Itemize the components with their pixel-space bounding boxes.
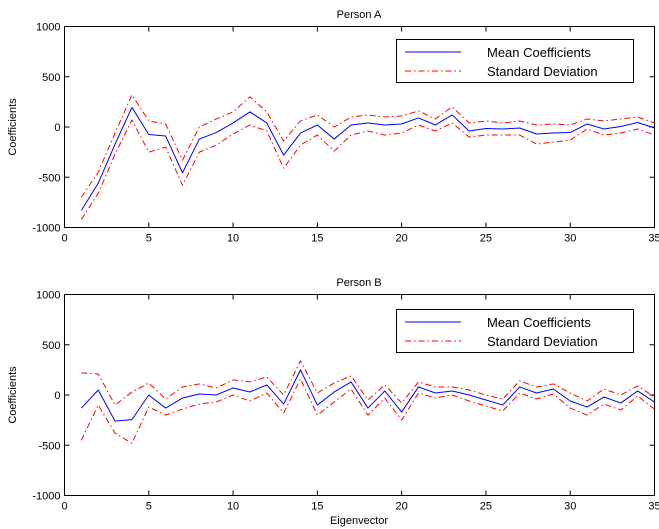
x-tick-label: 15 [311,233,323,245]
x-tick-label: 10 [227,233,239,245]
y-tick-label: -500 [38,172,60,184]
x-tick-label: 15 [311,501,323,513]
series-lines [80,360,655,444]
legend-label-mean-coefficients: Mean Coefficients [487,315,591,330]
y-axis-label: Coefficients [7,366,19,424]
y-tick-label: 1000 [36,290,60,302]
x-tick-label: 30 [564,233,576,245]
x-tick-label: 25 [480,501,492,513]
y-tick-label: -500 [38,440,60,452]
chart-title: Person A [337,9,382,21]
series-line-std-upper [80,94,655,198]
x-tick-label: 5 [146,501,152,513]
x-axis-label: Eigenvector [330,515,388,527]
x-axis-ticks: 0 5 10 15 20 25 30 35 [61,294,659,513]
legend-box [396,309,634,353]
chart-person-b: Person B Coefficients Eigenvector 0 5 10 15… [7,277,659,527]
legend-label-standard-deviation: Standard Deviation [487,334,598,349]
x-tick-label: 5 [146,233,152,245]
series-line-std-lower [80,378,655,444]
x-tick-label: 0 [61,233,67,245]
y-tick-label: 0 [54,390,60,402]
series-line-std-lower [80,119,655,220]
legend: Mean Coefficients Standard Deviation [396,309,634,353]
legend-box [396,39,634,83]
y-tick-label: 1000 [36,22,60,34]
x-axis-ticks: 0 5 10 15 20 25 30 35 [61,26,659,245]
y-tick-label: 500 [42,340,60,352]
chart-title: Person B [336,277,381,289]
legend-label-mean-coefficients: Mean Coefficients [487,45,591,60]
series-line-std-upper [81,360,655,406]
legend-label-standard-deviation: Standard Deviation [487,64,598,79]
series-lines [80,94,655,220]
x-tick-label: 20 [396,233,408,245]
x-tick-label: 0 [61,501,67,513]
x-tick-label: 30 [564,501,576,513]
y-axis-ticks: -1000 -500 0 500 1000 [32,290,655,503]
chart-person-a: Person A Coefficients 0 5 10 15 20 25 30 35 -10… [7,9,659,245]
x-tick-label: 25 [480,233,492,245]
y-tick-label: 500 [42,72,60,84]
y-axis-label: Coefficients [7,98,19,156]
x-tick-label: 35 [648,501,659,513]
x-tick-label: 20 [396,501,408,513]
y-tick-label: 0 [54,122,60,134]
series-line-mean-coefficients [80,369,655,422]
series-line-mean-coefficients [80,106,655,211]
x-tick-label: 35 [648,233,659,245]
x-tick-label: 10 [227,501,239,513]
y-tick-label: -1000 [32,223,60,235]
y-tick-label: -1000 [32,491,60,503]
legend: Mean Coefficients Standard Deviation [396,39,634,83]
